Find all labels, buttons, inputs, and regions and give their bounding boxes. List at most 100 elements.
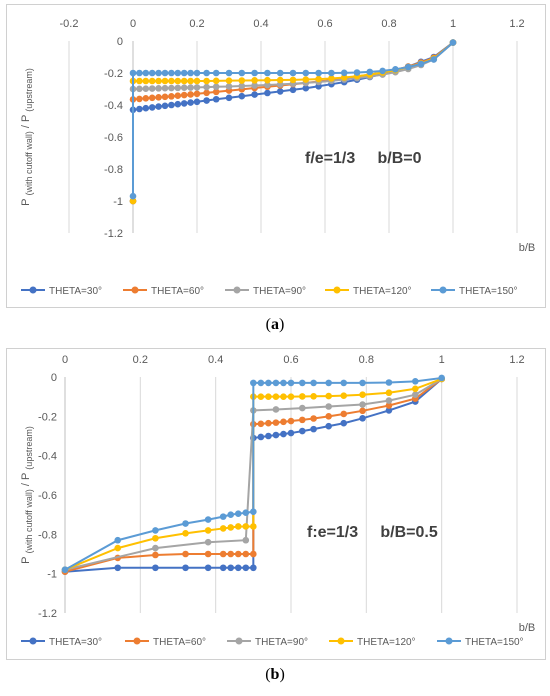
- legend-item: THETA=120°: [329, 637, 416, 648]
- x-tick-label: 0: [62, 354, 68, 366]
- data-point: [272, 406, 280, 413]
- data-point: [155, 94, 162, 101]
- data-point: [412, 378, 419, 385]
- data-point: [225, 69, 233, 77]
- y-axis-title-part: / P: [20, 473, 32, 486]
- data-point: [359, 415, 366, 422]
- data-point: [251, 69, 258, 77]
- data-point: [219, 525, 227, 532]
- data-point: [227, 511, 235, 518]
- x-tick-label: 0.4: [208, 354, 223, 366]
- legend-item: THETA=90°: [227, 637, 308, 648]
- data-point: [174, 84, 182, 92]
- data-point: [225, 83, 233, 90]
- data-point: [412, 391, 419, 398]
- data-point: [203, 69, 210, 77]
- data-point: [310, 392, 317, 400]
- x-axis-title: b/B: [519, 622, 536, 634]
- data-point: [289, 86, 297, 94]
- legend-item: THETA=150°: [437, 637, 524, 648]
- data-point: [250, 508, 257, 516]
- legend-swatch-marker: [445, 637, 453, 645]
- data-point: [238, 77, 246, 84]
- legend-swatch-marker: [133, 637, 141, 645]
- data-point: [152, 527, 159, 534]
- data-point: [264, 76, 271, 84]
- data-point: [142, 85, 150, 92]
- legend-label: THETA=90°: [255, 637, 308, 648]
- data-point: [212, 88, 220, 96]
- legend-swatch-marker: [29, 286, 37, 294]
- data-point: [193, 69, 201, 77]
- data-point: [129, 192, 137, 200]
- x-tick-label: 0.8: [359, 354, 374, 366]
- data-point: [136, 85, 143, 93]
- data-point: [203, 83, 210, 91]
- data-point: [204, 527, 212, 534]
- y-tick-label: -0.8: [104, 164, 123, 176]
- data-point: [340, 379, 348, 387]
- y-axis-title-part: (upstream): [24, 426, 34, 470]
- legend-swatch-marker: [439, 286, 447, 294]
- legend-label: THETA=120°: [353, 286, 412, 297]
- data-point: [187, 99, 194, 106]
- data-point: [385, 379, 393, 386]
- legend-item: THETA=60°: [125, 637, 206, 648]
- data-point: [280, 430, 287, 438]
- legend-item: THETA=30°: [21, 637, 102, 648]
- data-point: [168, 84, 175, 92]
- legend-label: THETA=30°: [49, 286, 102, 297]
- data-point: [161, 93, 169, 101]
- data-point: [276, 88, 284, 95]
- series-line: [64, 378, 443, 571]
- data-point: [449, 39, 457, 46]
- y-tick-label: -1.2: [104, 228, 123, 240]
- data-point: [340, 392, 348, 399]
- data-point: [310, 415, 317, 422]
- y-axis-title: P (with cutoff wall) / P (upstream): [20, 68, 34, 206]
- data-point: [272, 379, 280, 387]
- data-point: [129, 197, 137, 205]
- series-5: [61, 374, 445, 574]
- data-point: [142, 94, 150, 102]
- data-point: [272, 419, 280, 426]
- data-point: [287, 393, 295, 400]
- data-point: [302, 76, 310, 83]
- data-point: [385, 402, 393, 409]
- y-tick-label: -0.6: [38, 490, 57, 502]
- data-point: [212, 69, 220, 77]
- data-point: [152, 544, 159, 552]
- data-point: [180, 84, 188, 92]
- data-point: [114, 544, 122, 552]
- data-point: [250, 523, 257, 530]
- data-point: [417, 60, 425, 68]
- data-point: [212, 95, 220, 103]
- data-point: [136, 69, 143, 77]
- data-point: [264, 89, 271, 97]
- data-point: [225, 94, 233, 102]
- legend-label: THETA=60°: [151, 286, 204, 297]
- data-point: [204, 550, 212, 558]
- data-point: [114, 536, 122, 544]
- y-axis-title-part: (with cutoff wall): [24, 131, 34, 195]
- x-tick-label: -0.2: [60, 18, 79, 30]
- legend-item: THETA=30°: [21, 286, 102, 297]
- y-axis-title-part: (upstream): [24, 68, 34, 112]
- data-point: [340, 410, 348, 418]
- data-point: [187, 91, 194, 98]
- data-point: [310, 379, 317, 387]
- data-point: [219, 564, 227, 572]
- data-point: [129, 69, 137, 77]
- data-point: [438, 374, 445, 382]
- data-point: [257, 433, 265, 441]
- data-point: [227, 524, 235, 531]
- x-tick-label: 1.2: [509, 354, 524, 366]
- data-point: [242, 564, 250, 572]
- data-point: [340, 74, 348, 81]
- data-point: [289, 76, 297, 84]
- x-tick-label: 0: [130, 18, 136, 30]
- legend-item: THETA=120°: [325, 286, 412, 297]
- data-point: [242, 509, 250, 516]
- y-axis-title-part: / P: [20, 115, 32, 128]
- data-point: [225, 77, 233, 84]
